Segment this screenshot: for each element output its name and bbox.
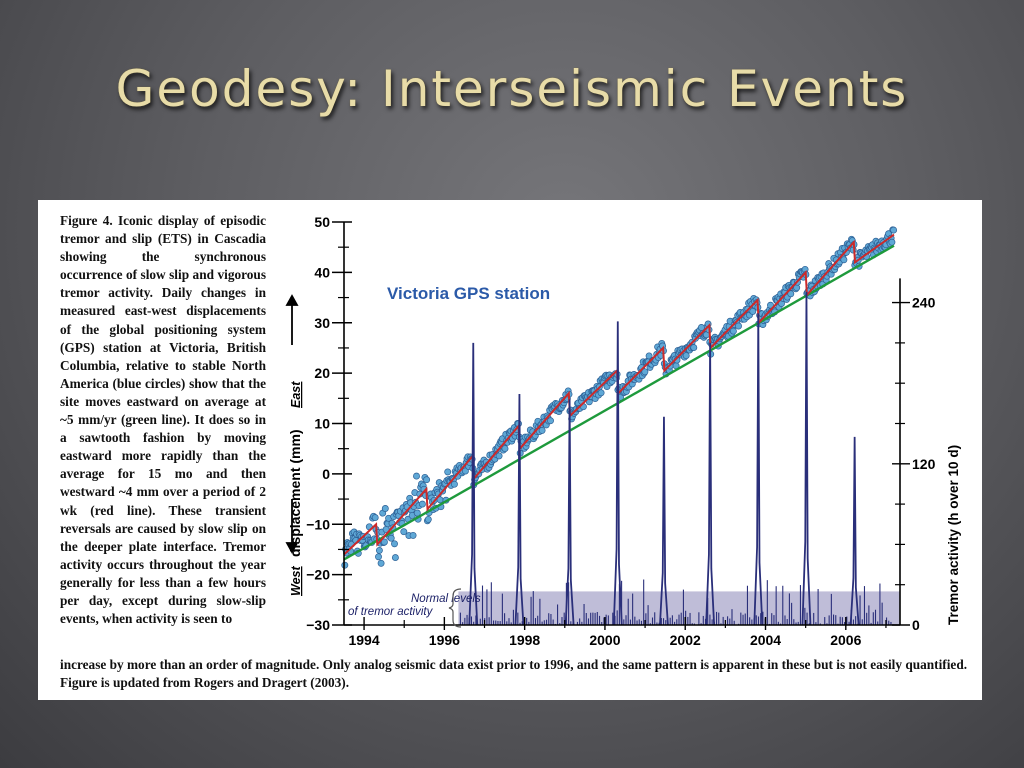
x-tick-label: 1998 bbox=[509, 632, 540, 648]
figure-panel: Figure 4. Iconic display of episodic tre… bbox=[38, 200, 982, 700]
figure-caption: Figure 4. Iconic display of episodic tre… bbox=[60, 213, 266, 627]
gps-point bbox=[735, 322, 742, 330]
figure-caption-continued: increase by more than an order of magnit… bbox=[60, 657, 968, 690]
y-left-tick-label: 30 bbox=[314, 315, 330, 331]
band-brace bbox=[448, 588, 462, 628]
y-left-tick-label: −30 bbox=[306, 617, 330, 633]
gps-point bbox=[423, 476, 431, 484]
gps-point bbox=[444, 468, 452, 476]
y-left-tick-label: 0 bbox=[322, 466, 330, 482]
gps-point bbox=[400, 528, 408, 536]
tremor-peak bbox=[468, 342, 479, 626]
gps-point bbox=[682, 352, 690, 360]
gps-point bbox=[840, 256, 848, 264]
tremor-peak bbox=[659, 416, 669, 626]
gps-point bbox=[890, 226, 898, 234]
gps-daily-points bbox=[341, 226, 898, 569]
gps-point bbox=[597, 389, 605, 397]
gps-point bbox=[413, 472, 420, 480]
gps-point bbox=[749, 307, 757, 315]
x-tick-label: 1994 bbox=[348, 632, 379, 648]
y-left-tick-label: 20 bbox=[314, 365, 330, 381]
tremor-peak bbox=[801, 291, 812, 626]
y-right-label: Tremor activity (h over 10 d) bbox=[946, 445, 961, 625]
x-tick-label: 1996 bbox=[429, 632, 460, 648]
gps-point bbox=[418, 500, 426, 508]
gps-point bbox=[547, 417, 554, 425]
gps-point bbox=[645, 352, 653, 360]
gps-point bbox=[501, 445, 509, 453]
band-label-line1: Normal levels bbox=[411, 593, 481, 605]
x-tick-label: 2004 bbox=[750, 632, 781, 648]
gps-point bbox=[375, 553, 382, 561]
y-left-tick-label: 40 bbox=[314, 264, 330, 280]
y-left-tick-label: −10 bbox=[306, 516, 330, 532]
gps-point bbox=[375, 546, 383, 554]
tremor-background-spikes bbox=[459, 579, 894, 625]
y-label-main: displacement (mm) bbox=[287, 429, 303, 557]
tremor-peak bbox=[753, 313, 764, 626]
gps-point bbox=[495, 452, 503, 460]
gps-point bbox=[409, 531, 417, 539]
band-label-line2: of tremor activity bbox=[348, 606, 434, 618]
gps-point bbox=[641, 368, 649, 376]
gps-point bbox=[538, 426, 546, 434]
gps-point bbox=[380, 538, 388, 546]
y-left-tick-label: 10 bbox=[314, 416, 330, 432]
gps-point bbox=[729, 327, 737, 335]
gps-point bbox=[690, 344, 698, 352]
gps-point bbox=[377, 559, 385, 567]
x-tick-label: 2006 bbox=[830, 632, 861, 648]
tremor-peak bbox=[514, 393, 525, 626]
gps-point bbox=[450, 480, 458, 488]
gps-point bbox=[424, 515, 432, 523]
y-right-tick-label: 120 bbox=[912, 456, 936, 472]
gps-point bbox=[371, 514, 379, 522]
tremor-peak bbox=[564, 399, 575, 626]
y-label-arrows bbox=[285, 294, 299, 554]
gps-point bbox=[387, 534, 395, 542]
y-left-tick-label: −20 bbox=[306, 567, 330, 583]
tremor-peak bbox=[705, 342, 716, 626]
gps-point bbox=[888, 238, 896, 246]
chart-title: Victoria GPS station bbox=[387, 284, 550, 303]
y-left-label: West displacement (mm) East bbox=[287, 381, 303, 596]
x-tick-label: 2002 bbox=[670, 632, 701, 648]
y-left-tick-label: 50 bbox=[314, 214, 330, 230]
y-right-tick-label: 240 bbox=[912, 295, 936, 311]
tremor-peak bbox=[849, 436, 860, 626]
y-right-label-text: Tremor activity (h over 10 d) bbox=[946, 445, 961, 625]
x-tick-label: 2000 bbox=[589, 632, 620, 648]
gps-point bbox=[381, 505, 389, 512]
slide-title: Geodesy: Interseismic Events bbox=[115, 60, 909, 118]
y-label-west: West bbox=[289, 566, 303, 596]
gps-point bbox=[391, 540, 398, 548]
y-label-east: East bbox=[289, 381, 303, 408]
chart-axes: −30 −20 −10 0 10 20 30 40 50 0 120 240 1994 1996 1998 2… bbox=[306, 214, 935, 648]
gps-tremor-chart: −30 −20 −10 0 10 20 30 40 50 0 120 240 1994 1996 1998 2… bbox=[285, 214, 961, 648]
tremor-peaks bbox=[468, 291, 860, 626]
tremor-peak bbox=[612, 321, 623, 626]
gps-point bbox=[391, 554, 399, 562]
y-right-tick-label: 0 bbox=[912, 617, 920, 633]
